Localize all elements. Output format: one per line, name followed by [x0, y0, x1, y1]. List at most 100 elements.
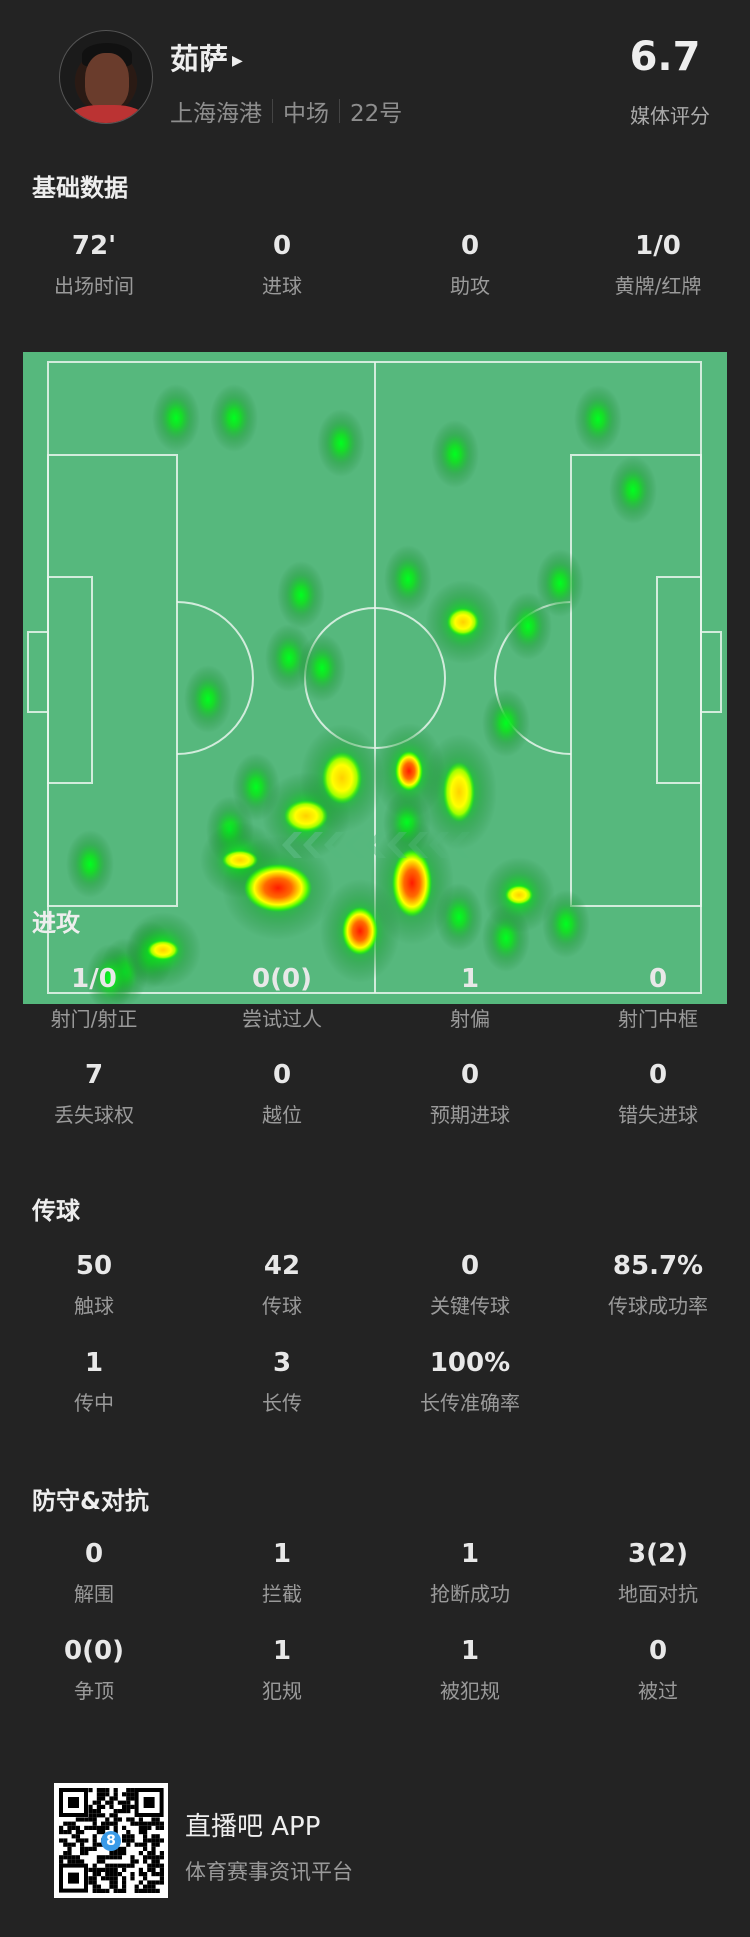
chevron-left-icon	[282, 832, 302, 858]
attack-stats-row: 7 丢失球权 0 越位 0 预期进球 0 错失进球	[0, 1057, 750, 1128]
stat-value: 3	[272, 1348, 292, 1378]
heat-spot-low	[298, 634, 346, 702]
player-info: 上海海港 中场 22号	[170, 94, 402, 128]
heat-spot-mid	[322, 752, 362, 804]
stat-value: 3(2)	[628, 1539, 688, 1569]
stat-label: 地面对抗	[618, 1582, 698, 1606]
stat-value: 1	[272, 1636, 292, 1666]
heat-spot-high	[395, 751, 423, 791]
stat-value: 42	[263, 1251, 301, 1281]
stat-label: 犯规	[262, 1679, 302, 1703]
heat-spot-high	[244, 864, 312, 912]
heat-spot-low	[317, 409, 365, 477]
stat-item: 0 射门中框	[564, 961, 750, 1032]
player-avatar	[59, 30, 153, 124]
stat-item: 0 越位	[188, 1057, 376, 1128]
stat-value: 1	[84, 1348, 104, 1378]
stat-label: 丢失球权	[54, 1103, 134, 1127]
stat-value: 0(0)	[64, 1636, 124, 1666]
chevron-left-icon	[429, 832, 449, 858]
heat-spot-mid	[447, 608, 479, 636]
defense-stats-row: 0 解围 1 拦截 1 抢断成功 3(2) 地面对抗	[0, 1536, 750, 1607]
stat-value: 1	[460, 1636, 480, 1666]
stat-label: 解围	[74, 1582, 114, 1606]
stat-item: 0 解围	[0, 1536, 188, 1607]
heat-spot-mid	[147, 940, 179, 960]
attack-stats-row: 1/0 射门/射正 0(0) 尝试过人 1 射偏 0 射门中框	[0, 961, 750, 1032]
stat-item: 1/0 黄牌/红牌	[564, 228, 750, 299]
stat-item: 0 助攻	[376, 228, 564, 299]
heat-spot-low	[152, 384, 200, 452]
stat-value: 72'	[71, 231, 117, 261]
heatmap-svg	[27, 361, 722, 1012]
stat-item: 3 长传	[188, 1345, 376, 1416]
heat-spot-mid	[222, 850, 258, 870]
heat-spot-low	[609, 456, 657, 524]
media-rating-label: 媒体评分	[630, 104, 710, 128]
section-title-basic: 基础数据	[32, 174, 128, 202]
stat-label: 出场时间	[54, 274, 134, 298]
scroll-direction-chevrons	[282, 832, 470, 858]
stat-item: 0 预期进球	[376, 1057, 564, 1128]
app-name: 直播吧 APP	[185, 1812, 321, 1842]
stat-label: 关键传球	[430, 1294, 510, 1318]
chevron-left-icon	[303, 832, 323, 858]
stat-value: 1/0	[71, 964, 117, 994]
stat-label: 射门中框	[618, 1007, 698, 1031]
stat-label: 长传准确率	[420, 1391, 520, 1415]
stat-value: 0(0)	[252, 964, 312, 994]
heatmap-pitch	[23, 352, 727, 1012]
media-rating: 6.7	[629, 34, 701, 80]
chevron-left-icon	[366, 832, 386, 858]
stat-value: 7	[84, 1060, 104, 1090]
stat-value: 0	[648, 1060, 668, 1090]
chevron-left-icon	[387, 832, 407, 858]
stat-label: 预期进球	[430, 1103, 510, 1127]
stat-label: 拦截	[262, 1582, 302, 1606]
stat-label: 传球	[262, 1294, 302, 1318]
qr-code-pattern	[59, 1788, 164, 1893]
stat-item: 1/0 射门/射正	[0, 961, 188, 1032]
app-tagline: 体育赛事资讯平台	[185, 1860, 353, 1884]
player-name: 茹萨	[170, 42, 229, 76]
stat-label: 射门/射正	[50, 1007, 138, 1031]
heat-spot-low	[86, 944, 134, 1012]
team-name: 上海海港	[170, 101, 262, 127]
stat-value: 1/0	[635, 231, 681, 261]
stat-label: 被犯规	[440, 1679, 500, 1703]
stat-item: 1 抢断成功	[376, 1536, 564, 1607]
stat-item: 100% 长传准确率	[376, 1345, 564, 1416]
heat-spot-low	[574, 385, 622, 453]
heat-spot-low	[504, 592, 552, 660]
stat-item: 1 被犯规	[376, 1633, 564, 1704]
stat-value: 0	[460, 1060, 480, 1090]
heat-spot-low	[66, 830, 114, 898]
heat-spot-high	[392, 849, 432, 917]
stat-item: 0 关键传球	[376, 1248, 564, 1319]
section-title-attack: 进攻	[32, 909, 80, 937]
stat-value: 50	[75, 1251, 113, 1281]
stat-value: 0	[84, 1539, 104, 1569]
stat-label: 越位	[262, 1103, 302, 1127]
basic-stats: 72' 出场时间 0 进球 0 助攻 1/0 黄牌/红牌	[0, 228, 750, 299]
heat-spot-low	[536, 549, 584, 617]
section-title-defense: 防守&对抗	[32, 1487, 149, 1515]
play-arrow-icon: ▶	[232, 53, 243, 69]
stat-value: 0	[272, 1060, 292, 1090]
heat-spot-low	[384, 545, 432, 613]
stat-item: 72' 出场时间	[0, 228, 188, 299]
player-name-link[interactable]: 茹萨 ▶	[170, 36, 243, 78]
qr-code[interactable]: 8	[54, 1783, 168, 1898]
stat-value: 0	[272, 231, 292, 261]
stat-item: 7 丢失球权	[0, 1057, 188, 1128]
passing-stats-row: 50 触球 42 传球 0 关键传球 85.7% 传球成功率	[0, 1248, 750, 1319]
stat-item: 0(0) 争顶	[0, 1633, 188, 1704]
stat-item: 1 射偏	[376, 961, 564, 1032]
stat-label: 争顶	[74, 1679, 114, 1703]
stat-label: 进球	[262, 274, 302, 298]
divider	[339, 99, 340, 123]
heat-spot-mid	[284, 800, 328, 832]
stat-label: 长传	[262, 1391, 302, 1415]
stat-item: 3(2) 地面对抗	[564, 1536, 750, 1607]
stat-item: 1 传中	[0, 1345, 188, 1416]
